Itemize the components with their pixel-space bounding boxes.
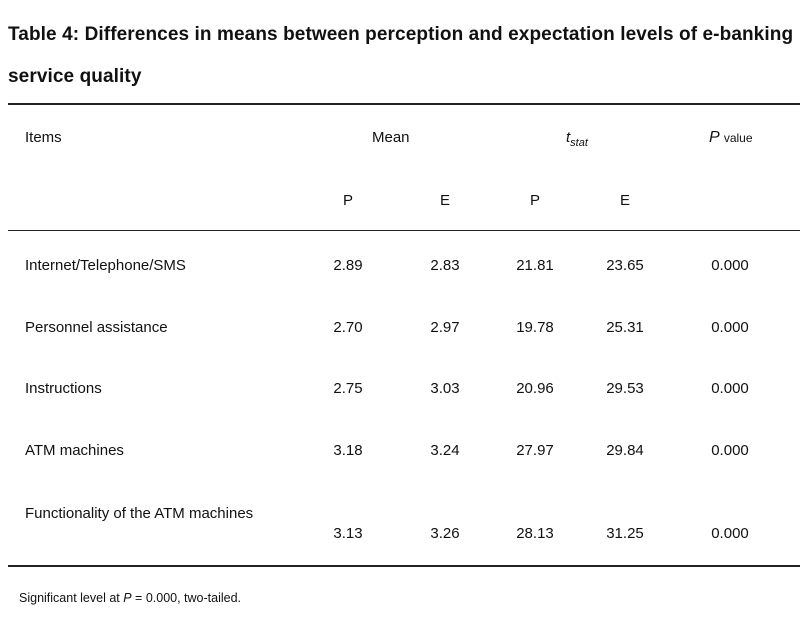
- row-mean-e: 2.83: [430, 257, 460, 274]
- row-t-p: 21.81: [516, 257, 554, 274]
- row-mean-e: 3.24: [430, 442, 460, 459]
- row-item: Functionality of the ATM machines: [25, 505, 254, 522]
- row-mean-p: 2.70: [333, 319, 363, 336]
- row-p-value: 0.000: [711, 257, 749, 274]
- subheader-mean-e: E: [439, 192, 450, 209]
- table-title: Table 4: Differences in means between pe…: [8, 24, 794, 87]
- bottom-rule: [8, 565, 800, 567]
- row-p-value: 0.000: [711, 319, 749, 336]
- pvalue-p: P: [709, 129, 720, 146]
- tstat-subscript: stat: [570, 137, 588, 149]
- row-t-p: 20.96: [516, 380, 554, 397]
- row-mean-p: 2.89: [333, 257, 363, 274]
- row-item: Internet/Telephone/SMS: [25, 257, 186, 274]
- row-t-e: 29.84: [606, 442, 644, 459]
- subheader-t-p: P: [529, 192, 540, 209]
- row-mean-p: 2.75: [333, 380, 363, 397]
- row-mean-p: 3.13: [333, 525, 363, 542]
- row-t-e: 25.31: [606, 319, 644, 336]
- footnote-prefix: Significant level at: [19, 591, 124, 605]
- row-t-p: 27.97: [516, 442, 554, 459]
- row-t-p: 19.78: [516, 319, 554, 336]
- pvalue-word: value: [723, 131, 753, 145]
- tstat-main: t: [566, 129, 571, 146]
- top-rule: [8, 103, 800, 105]
- row-mean-e: 3.26: [430, 525, 460, 542]
- row-item: Personnel assistance: [25, 319, 168, 336]
- row-p-value: 0.000: [711, 442, 749, 459]
- row-t-e: 23.65: [606, 257, 644, 274]
- row-mean-e: 2.97: [430, 319, 460, 336]
- row-mean-e: 3.03: [430, 380, 460, 397]
- header-rule: [8, 230, 800, 231]
- footnote-suffix: = 0.000, two-tailed.: [131, 591, 242, 605]
- row-t-e: 31.25: [606, 525, 644, 542]
- row-t-p: 28.13: [516, 525, 554, 542]
- row-item: Instructions: [25, 380, 102, 397]
- row-p-value: 0.000: [711, 380, 749, 397]
- items-header: Items: [25, 129, 62, 146]
- subheader-mean-p: P: [342, 192, 353, 209]
- pvalue-header: P value: [709, 127, 753, 149]
- row-mean-p: 3.18: [333, 442, 363, 459]
- tstat-header: tstat: [566, 127, 588, 154]
- row-item: ATM machines: [25, 442, 124, 459]
- footnote-p: P: [123, 591, 132, 605]
- row-t-e: 29.53: [606, 380, 644, 397]
- row-p-value: 0.000: [711, 525, 749, 542]
- mean-header: Mean: [372, 129, 410, 146]
- table-footnote: Significant level at P = 0.000, two-tail…: [19, 589, 241, 607]
- subheader-t-e: E: [619, 192, 630, 209]
